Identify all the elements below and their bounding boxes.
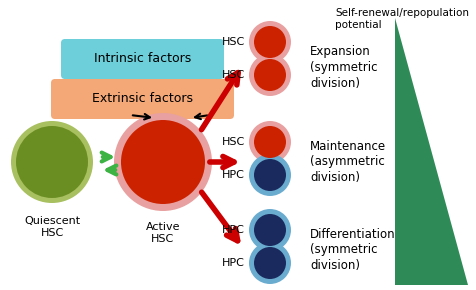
Circle shape [254, 126, 286, 158]
Circle shape [121, 120, 205, 204]
Text: HSC: HSC [222, 137, 245, 147]
Circle shape [114, 113, 212, 211]
Text: HPC: HPC [222, 258, 245, 268]
Circle shape [249, 209, 291, 251]
Text: Differentiation
(symmetric
division): Differentiation (symmetric division) [310, 227, 396, 273]
Text: Quiescent
HSC: Quiescent HSC [24, 216, 80, 238]
Circle shape [254, 247, 286, 279]
Text: HSC: HSC [222, 37, 245, 47]
Circle shape [249, 54, 291, 96]
Circle shape [254, 214, 286, 246]
Text: HSC: HSC [222, 70, 245, 80]
Text: HPC: HPC [222, 170, 245, 180]
Text: Active
HSC: Active HSC [146, 222, 180, 244]
Text: Maintenance
(asymmetric
division): Maintenance (asymmetric division) [310, 139, 386, 184]
Circle shape [249, 21, 291, 63]
Text: Extrinsic factors: Extrinsic factors [92, 93, 193, 106]
Circle shape [254, 159, 286, 191]
FancyBboxPatch shape [51, 79, 234, 119]
Circle shape [249, 121, 291, 163]
Circle shape [254, 26, 286, 58]
Circle shape [11, 121, 93, 203]
Circle shape [249, 242, 291, 284]
Text: Intrinsic factors: Intrinsic factors [94, 52, 191, 66]
Text: Self-renewal/repopulation
potential: Self-renewal/repopulation potential [335, 8, 469, 30]
FancyBboxPatch shape [61, 39, 224, 79]
Circle shape [249, 154, 291, 196]
Circle shape [16, 126, 88, 198]
Circle shape [254, 59, 286, 91]
Text: Expansion
(symmetric
division): Expansion (symmetric division) [310, 46, 377, 90]
Text: HPC: HPC [222, 225, 245, 235]
Polygon shape [395, 18, 468, 285]
